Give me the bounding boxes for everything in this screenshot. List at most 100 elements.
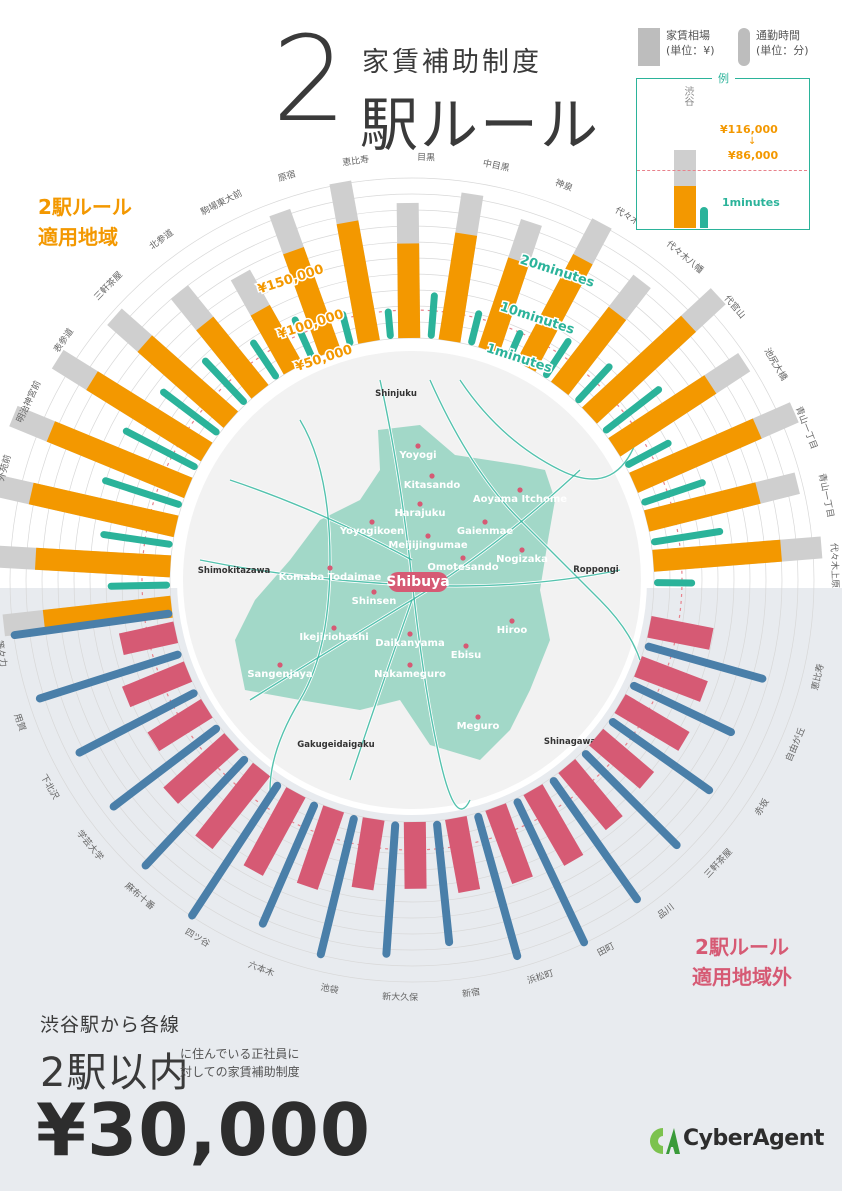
- bar-commute-group: [339, 311, 354, 346]
- zone-in-line1: 2駅ルール: [38, 195, 132, 219]
- bar-commute-out: [608, 718, 714, 795]
- station-label: 恵比寿: [342, 153, 370, 168]
- bar-commute-out-group: [10, 609, 173, 640]
- bar-commute-out-group: [382, 821, 400, 958]
- bar-commute-out: [549, 777, 641, 904]
- station-label: 青山一丁目: [793, 405, 820, 451]
- map-rail-line: [459, 379, 641, 480]
- bar-rent-out: [523, 784, 584, 866]
- bar-commute-out-group: [75, 689, 198, 757]
- bar-commute-out-group: [549, 777, 641, 904]
- bar-commute: [506, 329, 524, 359]
- bar-commute-out: [513, 798, 589, 947]
- bar-rent-after-group: [34, 547, 172, 578]
- map-station-label: Shibuya: [386, 574, 449, 590]
- station-label: 麻布十番: [122, 880, 157, 913]
- station-label: 新宿: [461, 986, 481, 1000]
- map-station-label: Kitasando: [404, 480, 461, 491]
- station-label: 田町: [596, 941, 617, 959]
- bar-rent-after: [397, 243, 421, 339]
- map-station-label: Shinjuku: [375, 389, 417, 399]
- bar-rent-after: [608, 375, 717, 457]
- bar-commute: [641, 479, 706, 506]
- station-label: 池袋: [320, 981, 340, 996]
- map-station-dot: [509, 618, 515, 624]
- bar-rent-out: [485, 803, 533, 885]
- bar-rent-after: [34, 547, 172, 578]
- bar-commute-out-group: [513, 798, 589, 947]
- bar-rent-after-group: [46, 421, 193, 499]
- bar-commute: [107, 581, 171, 590]
- bar-rent-after-group: [28, 482, 179, 538]
- bar-rent-out-group: [647, 615, 714, 650]
- bar-rent-after: [478, 257, 530, 354]
- bar-commute-out: [188, 781, 282, 920]
- bar-rent-out-group: [296, 805, 345, 890]
- map-station-label: Hiroo: [497, 625, 528, 636]
- bottom-note: に住んでいる正社員に 対しての家賃補助制度: [180, 1045, 300, 1081]
- map-station-dot: [482, 519, 488, 525]
- grid-ring: [169, 337, 655, 823]
- map-rail-line: [349, 599, 413, 781]
- map-station-dot: [371, 589, 377, 595]
- bottom-line1: 渋谷駅から各線: [40, 1014, 181, 1036]
- station-label: 六本木: [247, 958, 277, 979]
- bar-commute-group: [542, 338, 572, 379]
- bar-commute-group: [291, 316, 315, 360]
- map-station-dot: [407, 662, 413, 668]
- bar-rent-out: [647, 615, 714, 650]
- station-label: 三軒茶屋: [702, 846, 735, 881]
- map-station-label: Sangenjaya: [247, 669, 312, 680]
- bottom-amount: ¥30,000: [36, 1088, 371, 1172]
- bar-rent-out-group: [121, 661, 193, 708]
- map-rail-line: [269, 419, 331, 791]
- station-label: 代々木八幡: [664, 238, 706, 276]
- map-rail-line: [429, 379, 641, 661]
- station-label: 自由が丘: [783, 725, 808, 763]
- bar-rent-out-group: [634, 656, 708, 702]
- station-label: 原宿: [276, 168, 297, 185]
- station-label: 等々力: [0, 639, 10, 668]
- legend-rent: 家賃相場 (単位：¥): [666, 28, 715, 59]
- bar-rent-out: [195, 762, 271, 850]
- example-before-value: ¥116,000: [720, 123, 778, 136]
- bar-commute-group: [100, 531, 173, 548]
- bar-commute: [122, 427, 198, 471]
- bar-commute-out-group: [630, 681, 735, 737]
- bar-commute-group: [250, 339, 280, 380]
- title-main: 駅ルール: [360, 91, 601, 159]
- map-station-dot: [417, 501, 423, 507]
- station-label: 三軒茶屋: [91, 269, 125, 303]
- bar-rent-after-group: [550, 306, 627, 396]
- bar-rent-after-group: [250, 304, 303, 375]
- bar-rent-after: [250, 304, 303, 375]
- bar-commute: [542, 338, 572, 379]
- map-station-label: Meguro: [457, 721, 500, 732]
- bar-rent-out-group: [403, 821, 427, 889]
- map-station-dot: [407, 631, 413, 637]
- bar-rent-after: [550, 306, 627, 396]
- bar-commute-group: [201, 357, 247, 405]
- example-time-value: 1minutes: [722, 196, 780, 209]
- legend-rent-unit: (単位：¥): [666, 44, 715, 58]
- map-station-label: Gaienmae: [457, 526, 513, 537]
- bar-commute: [160, 388, 220, 436]
- bar-commute-out-group: [581, 750, 681, 850]
- station-label: 代官山: [722, 293, 749, 321]
- bar-commute-group: [602, 386, 663, 434]
- bar-commute-out-group: [316, 815, 358, 959]
- map-station-dot: [331, 625, 337, 631]
- station-label: 下北沢: [38, 772, 62, 801]
- bar-commute-out: [630, 681, 735, 737]
- bar-commute-group: [575, 363, 613, 404]
- bar-rent-out-group: [118, 621, 179, 656]
- bar-commute: [625, 439, 672, 468]
- station-label: 新大久保: [382, 990, 418, 1003]
- bar-rent-out: [147, 698, 213, 752]
- bar-rent-out: [634, 656, 708, 702]
- bar-rent-out: [121, 661, 193, 708]
- map-station-label: Nogizaka: [496, 554, 548, 565]
- bar-rent-after: [28, 482, 179, 538]
- station-label: 駒場東大前: [199, 187, 245, 218]
- station-label: 表参道: [51, 326, 76, 355]
